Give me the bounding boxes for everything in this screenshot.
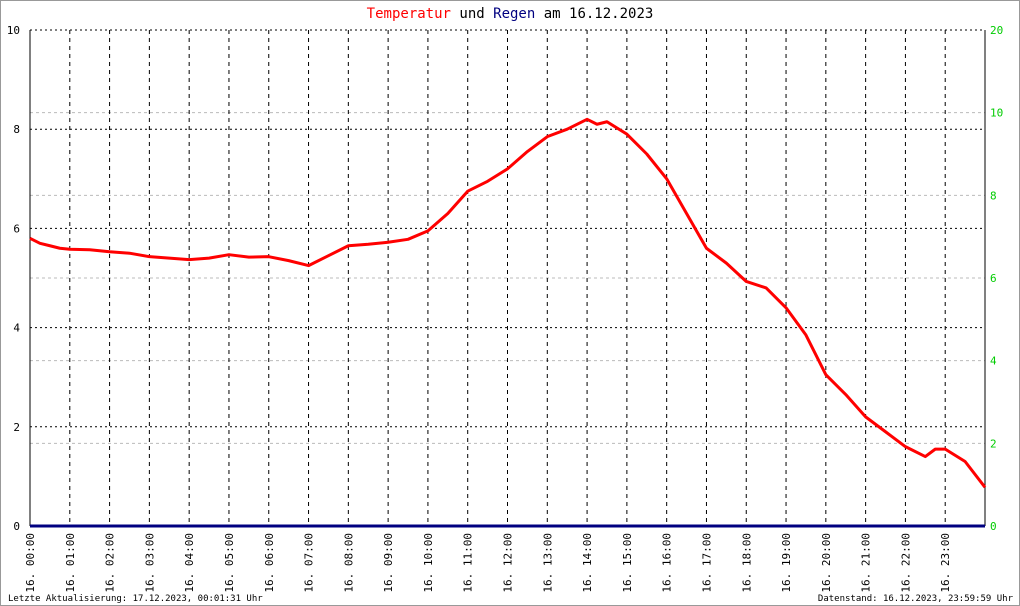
y2-tick-label: 20	[990, 24, 1003, 37]
y2-tick-label: 8	[990, 189, 997, 202]
series-line	[29, 117, 987, 489]
y2-tick-label: 6	[990, 272, 997, 285]
x-tick-label: 16. 18:00	[740, 533, 753, 593]
x-tick-label: 16. 00:00	[24, 533, 37, 593]
title-series: Temperatur	[367, 6, 451, 22]
x-tick-label: 16. 22:00	[899, 533, 912, 593]
x-tick-label: 16. 04:00	[183, 533, 196, 593]
x-tick-label: 16. 13:00	[541, 533, 554, 593]
x-tick-label: 16. 10:00	[422, 533, 435, 593]
x-tick-label: 16. 14:00	[581, 533, 594, 593]
x-tick-label: 16. 07:00	[303, 533, 316, 593]
x-tick-label: 16. 02:00	[104, 533, 117, 593]
footer-right: Datenstand: 16.12.2023, 23:59:59 Uhr	[818, 594, 1014, 604]
x-tick-label: 16. 21:00	[860, 533, 873, 593]
x-tick-label: 16. 16:00	[661, 533, 674, 593]
chart-title: Temperatur und Regen am 16.12.2023	[367, 6, 654, 22]
x-tick-label: 16. 09:00	[382, 533, 395, 593]
title-series: Regen	[493, 6, 535, 22]
y-tick-label: 10	[7, 24, 20, 37]
y-tick-label: 6	[13, 222, 20, 235]
x-tick-label: 16. 15:00	[621, 533, 634, 593]
x-tick-label: 16. 01:00	[64, 533, 77, 593]
x-tick-label: 16. 11:00	[462, 533, 475, 593]
y-tick-label: 4	[13, 322, 20, 335]
title-text: am 16.12.2023	[544, 6, 654, 22]
x-tick-label: 16. 05:00	[223, 533, 236, 593]
title-text: und	[459, 6, 484, 22]
y2-tick-label: 0	[990, 520, 997, 533]
x-tick-label: 16. 12:00	[502, 533, 515, 593]
footer-left: Letzte Aktualisierung: 17.12.2023, 00:01…	[8, 594, 263, 604]
x-tick-label: 16. 06:00	[263, 533, 276, 593]
x-tick-label: 16. 20:00	[820, 533, 833, 593]
y2-tick-label: 10	[990, 107, 1003, 120]
y-tick-label: 2	[13, 421, 20, 434]
x-tick-label: 16. 23:00	[939, 533, 952, 593]
y2-tick-label: 4	[990, 355, 997, 368]
y-tick-label: 0	[13, 520, 20, 533]
y2-tick-label: 2	[990, 437, 997, 450]
x-tick-label: 16. 03:00	[143, 533, 156, 593]
x-tick-label: 16. 19:00	[780, 533, 793, 593]
x-tick-label: 16. 08:00	[342, 533, 355, 593]
x-tick-label: 16. 17:00	[700, 533, 713, 593]
y-tick-label: 8	[13, 123, 20, 136]
